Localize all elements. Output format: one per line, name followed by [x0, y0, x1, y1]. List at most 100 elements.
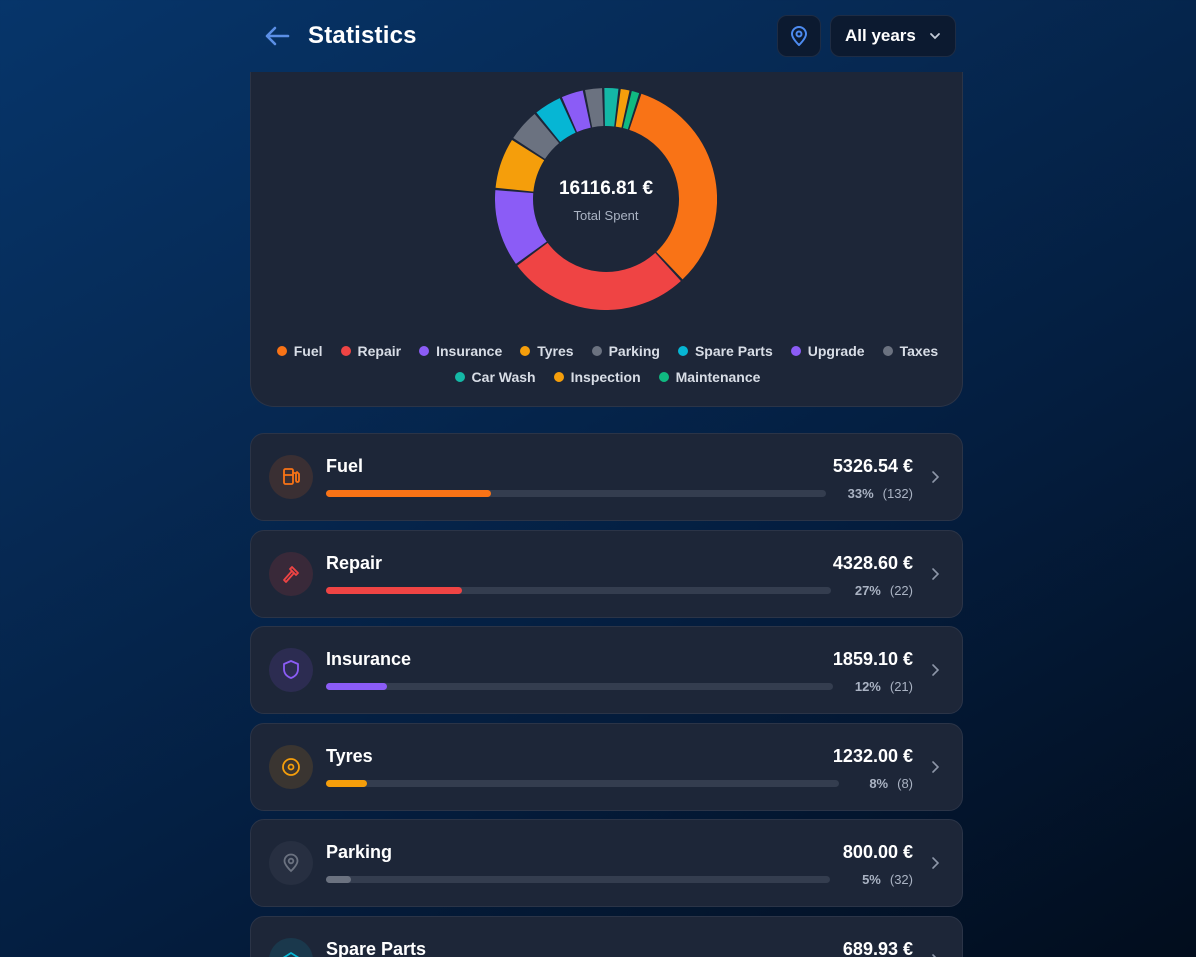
- legend-label: Fuel: [293, 343, 323, 359]
- donut-slice-repair[interactable]: [517, 242, 681, 310]
- total-spent-value: 16116.81 €: [558, 178, 654, 199]
- legend-row: Fuel Repair Insurance Tyres Parking Spare Par…: [251, 338, 964, 364]
- legend-label: Parking: [608, 343, 660, 359]
- legend-label: Repair: [357, 343, 402, 359]
- tyre-icon: [282, 758, 300, 776]
- category-card-insurance[interactable]: Insurance 1859.10 € 12% (21): [250, 626, 963, 714]
- donut-slice-insurance[interactable]: [495, 190, 548, 264]
- donut-slice-car-wash[interactable]: [604, 88, 619, 127]
- category-meta: 5% (32): [862, 872, 913, 887]
- category-name: Tyres: [326, 746, 373, 766]
- legend-label: Maintenance: [675, 369, 761, 385]
- category-progress-fill: [326, 683, 387, 690]
- category-count: (22): [889, 583, 913, 598]
- category-progress-track: [326, 587, 831, 594]
- category-progress-track: [326, 683, 833, 690]
- donut-slice-maintenance[interactable]: [622, 91, 640, 130]
- legend-dot: [882, 346, 893, 356]
- category-percent: 8%: [869, 776, 889, 791]
- category-count: (21): [889, 679, 913, 694]
- legend-item: Insurance: [419, 343, 502, 359]
- category-progress-fill: [326, 876, 351, 883]
- donut-slice-parking[interactable]: [513, 113, 560, 160]
- category-meta: 8% (8): [869, 776, 913, 791]
- legend-item: Parking: [591, 343, 660, 359]
- donut-slice-tyres[interactable]: [495, 139, 545, 193]
- top-bar: Statistics All years: [250, 0, 963, 72]
- category-meta: 27% (22): [855, 583, 913, 598]
- legend-dot: [553, 372, 564, 382]
- donut-slice-upgrade[interactable]: [561, 90, 592, 133]
- location-pin-icon: [790, 26, 808, 46]
- legend-dot: [419, 346, 430, 356]
- category-card-repair[interactable]: Repair 4328.60 € 27% (22): [250, 530, 963, 618]
- legend-item: Tyres: [520, 343, 574, 359]
- donut-slice-taxes[interactable]: [585, 88, 604, 128]
- category-name: Parking: [326, 842, 393, 862]
- legend-dot: [454, 372, 465, 382]
- legend-item: Upgrade: [790, 343, 865, 359]
- legend-row: Car Wash Inspection Maintenance: [251, 364, 964, 390]
- legend-label: Spare Parts: [694, 343, 773, 359]
- legend-dot: [591, 346, 602, 356]
- donut-slice-inspection[interactable]: [615, 88, 630, 128]
- donut-slice-fuel[interactable]: [628, 93, 717, 280]
- chevron-right-icon: [932, 857, 940, 869]
- legend-dot: [276, 346, 287, 356]
- category-card-spare-parts[interactable]: Spare Parts 689.93 €: [250, 916, 963, 957]
- legend-dot: [658, 372, 669, 382]
- legend-label: Taxes: [899, 343, 939, 359]
- category-icon-badge: [269, 552, 313, 596]
- category-card-tyres[interactable]: Tyres 1232.00 € 8% (8): [250, 723, 963, 811]
- location-filter-button[interactable]: [777, 15, 821, 57]
- category-card-parking[interactable]: Parking 800.00 € 5% (32): [250, 819, 963, 907]
- donut-chart-svg: [495, 88, 717, 310]
- legend-label: Insurance: [436, 343, 503, 359]
- legend-label: Tyres: [537, 343, 574, 359]
- category-progress-fill: [326, 587, 462, 594]
- donut-chart: 16116.81 € Total Spent: [495, 88, 717, 310]
- category-amount: 4328.60 €: [832, 553, 913, 573]
- legend-label: Upgrade: [807, 343, 865, 359]
- legend-item: Spare Parts: [677, 343, 773, 359]
- arrow-left-icon: [265, 26, 290, 46]
- category-percent: 12%: [854, 679, 881, 694]
- category-amount: 1859.10 €: [832, 649, 913, 669]
- spending-chart-card: 16116.81 € Total Spent Fuel Repair Insuran…: [250, 72, 963, 407]
- year-filter-value: All years: [845, 26, 916, 45]
- chevron-right-icon: [932, 954, 937, 957]
- category-progress-track: [326, 490, 826, 497]
- category-name: Repair: [326, 553, 383, 573]
- category-progress-fill: [326, 490, 491, 497]
- hammer-icon: [283, 566, 299, 583]
- shield-icon: [283, 660, 299, 679]
- year-filter-select[interactable]: All years: [830, 15, 956, 57]
- fuel-icon: [283, 468, 300, 485]
- page-title: Statistics: [308, 22, 417, 49]
- legend-label: Inspection: [570, 369, 641, 385]
- category-meta: 12% (21): [855, 679, 913, 694]
- category-count: (132): [882, 486, 913, 501]
- legend-item: Inspection: [553, 369, 641, 385]
- legend-dot: [677, 346, 688, 356]
- category-percent: 27%: [854, 583, 881, 598]
- category-amount: 1232.00 €: [832, 746, 913, 766]
- chevron-right-icon: [932, 568, 940, 580]
- category-progress-fill: [326, 780, 367, 787]
- donut-slice-spare-parts[interactable]: [536, 98, 577, 143]
- category-count: (32): [889, 872, 913, 887]
- legend-item: Fuel: [276, 343, 323, 359]
- back-button[interactable]: [260, 19, 294, 53]
- chevron-right-icon: [932, 761, 940, 773]
- legend-dot: [520, 346, 531, 356]
- category-percent: 5%: [862, 872, 881, 887]
- category-count: (8): [897, 776, 913, 791]
- legend-dot: [790, 346, 801, 356]
- category-name: Insurance: [326, 649, 412, 669]
- legend-item: Repair: [340, 343, 402, 359]
- category-amount: 800.00 €: [842, 842, 913, 862]
- chevron-right-icon: [932, 664, 940, 676]
- category-icon-badge: [269, 938, 313, 957]
- category-card-fuel[interactable]: Fuel 5326.54 € 33% (132): [250, 433, 963, 521]
- category-name: Fuel: [326, 456, 364, 476]
